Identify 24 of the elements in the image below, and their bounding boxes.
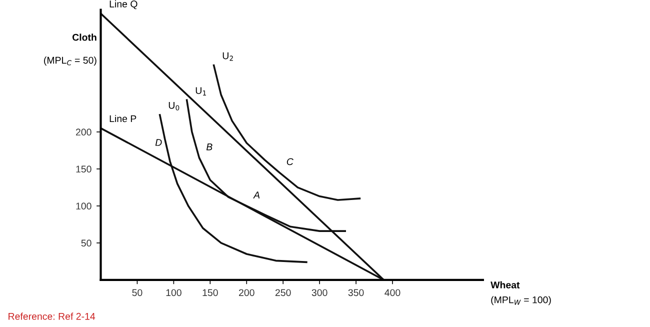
series-label: U$_{2}$ xyxy=(222,52,233,61)
series-label: U$_{1}$ xyxy=(196,87,206,96)
x-tick-label: 300 xyxy=(312,289,328,296)
annotation: A xyxy=(253,192,260,198)
x-tick-label: 150 xyxy=(202,289,218,296)
x-tick-label: 350 xyxy=(348,289,364,296)
annotation: D xyxy=(155,139,162,146)
text: Cloth (MPL$_{C}$ = 50) xyxy=(44,34,96,66)
annotation: B xyxy=(206,144,212,150)
y-tick-label: 50 xyxy=(81,240,92,247)
series-label: Line Q xyxy=(110,0,138,10)
y-tick-label: 100 xyxy=(76,202,92,210)
series-label: U$_{0}$ xyxy=(168,102,180,110)
y-tick-label: 150 xyxy=(76,166,92,173)
x-tick-label: 50 xyxy=(132,289,142,296)
x-tick-label: 100 xyxy=(166,289,182,296)
text: Reference: Ref 2-14 xyxy=(8,312,96,320)
x-axis-title: Wheat (MPL$_{W}$ = 100) xyxy=(490,281,551,306)
x-tick-label: 200 xyxy=(239,289,254,296)
x-tick-label: 250 xyxy=(275,289,291,296)
annotation: C xyxy=(286,158,294,166)
x-tick-label: 400 xyxy=(384,289,400,296)
y-tick-label: 200 xyxy=(76,128,92,136)
series-label: Line P xyxy=(110,114,136,122)
